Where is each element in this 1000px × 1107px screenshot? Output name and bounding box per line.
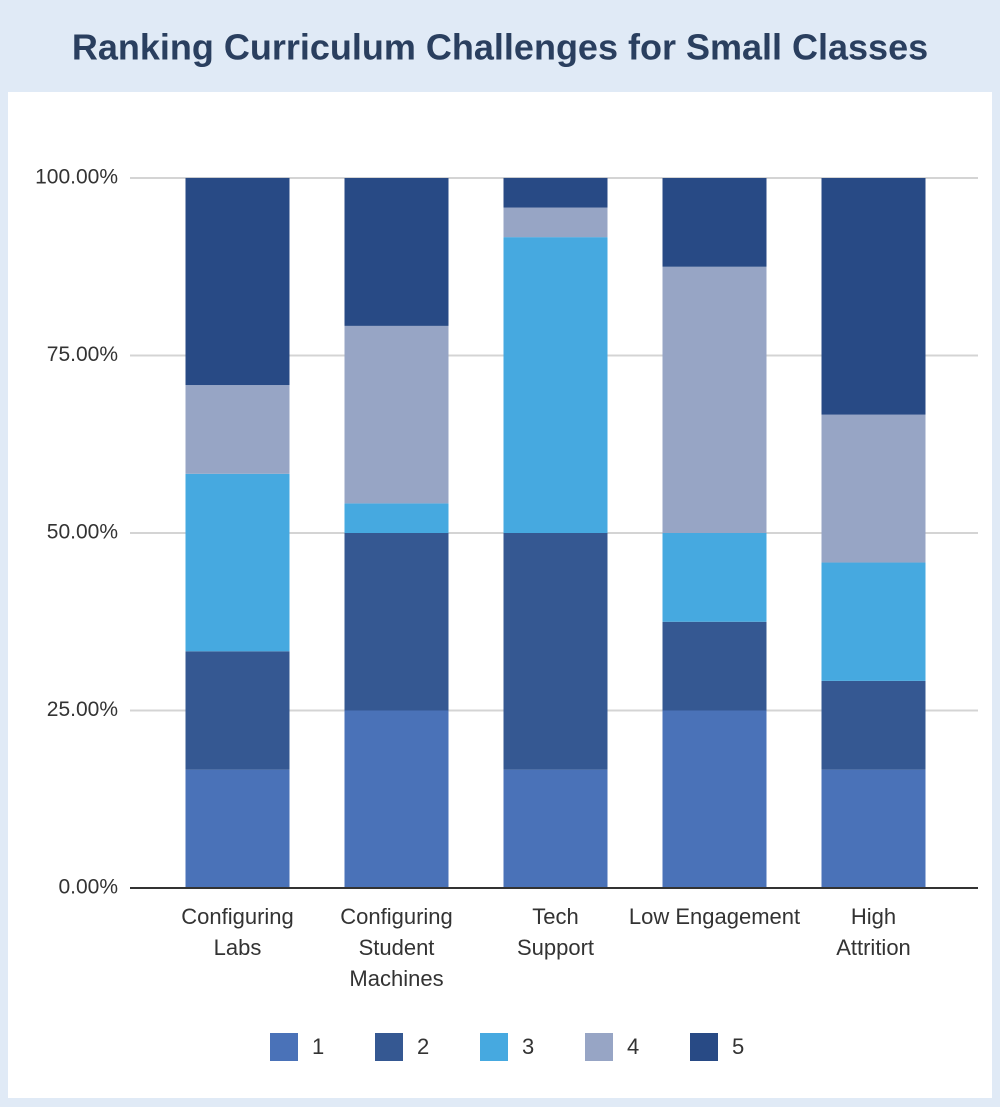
bar-segment [344,710,449,888]
bar-segment [662,266,767,533]
bar-segment [503,533,608,770]
bar-segment [344,503,449,533]
legend-swatch [375,1033,403,1061]
bar-segment [185,769,290,888]
bar-segment [662,178,767,267]
chart-title: Ranking Curriculum Challenges for Small … [72,27,928,68]
bar-segment [185,385,290,474]
x-tick-label: Configuring [181,904,294,929]
bar-segment [503,177,608,208]
bar-segment [185,177,290,386]
y-tick-label: 0.00% [58,876,118,899]
x-tick-label: Configuring [340,904,453,929]
x-tick-label: Tech [532,904,578,929]
bar-segment [344,533,449,711]
bar-segment [344,325,449,504]
legend-label: 3 [522,1034,534,1059]
x-tick-label: Low Engagement [629,904,800,929]
bar-segment [503,237,608,533]
bar-segment [821,769,926,888]
bar-segment [821,680,926,770]
legend-swatch [480,1033,508,1061]
x-tick-label: Attrition [836,935,911,960]
bar-segment [821,178,926,415]
bar-segment [185,651,290,770]
legend-label: 1 [312,1034,324,1059]
legend-label: 5 [732,1034,744,1059]
y-tick-label: 100.00% [35,166,118,189]
x-tick-label: Student [359,935,435,960]
bar-segment [662,710,767,888]
legend-label: 2 [417,1034,429,1059]
x-tick-label: Labs [214,935,262,960]
legend-label: 4 [627,1034,639,1059]
x-tick-label: Support [517,935,594,960]
bar-segment [503,769,608,888]
y-tick-label: 75.00% [47,343,118,366]
bar-segment [503,207,608,238]
y-tick-label: 25.00% [47,698,118,721]
bar-segment [344,178,449,326]
bar-segment [821,414,926,563]
bar-segment [662,533,767,622]
legend-swatch [270,1033,298,1061]
bar-segment [662,621,767,711]
y-tick-label: 50.00% [47,521,118,544]
bar-segment [185,473,290,652]
legend-swatch [690,1033,718,1061]
x-tick-label: Machines [349,966,443,991]
legend-swatch [585,1033,613,1061]
x-tick-label: High [851,904,896,929]
bar-segment [821,562,926,681]
